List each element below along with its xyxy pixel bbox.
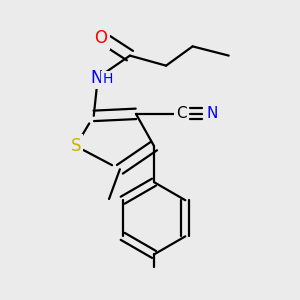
Text: C: C bbox=[176, 106, 187, 122]
Text: H: H bbox=[102, 72, 112, 86]
Text: N: N bbox=[90, 69, 103, 87]
Text: S: S bbox=[70, 137, 81, 155]
Text: N: N bbox=[206, 106, 218, 122]
Text: O: O bbox=[94, 29, 107, 47]
